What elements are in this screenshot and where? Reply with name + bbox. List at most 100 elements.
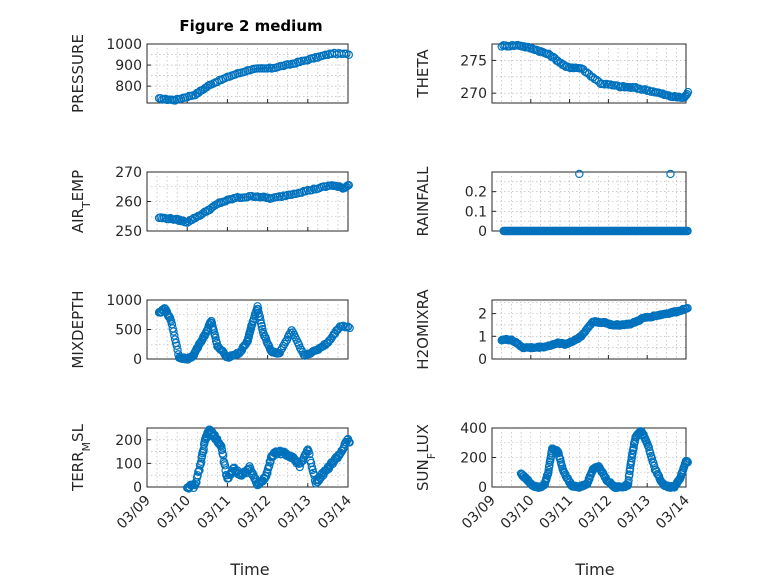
y-tick-label: 0 [133,352,142,368]
data-point [345,323,354,333]
data-point [170,96,180,105]
y-tick-label: 100 [115,456,142,472]
data-point [649,461,659,471]
x-tick-label: 03/12 [235,493,275,533]
y-tick-label: 1000 [106,293,142,309]
data-point [644,443,653,452]
series-markers [499,169,692,236]
data-point [544,468,553,478]
grid [492,172,686,231]
data-point [241,67,250,76]
data-point [683,304,692,313]
y-tick-label: 0.2 [465,185,487,201]
data-point [544,465,553,475]
x-tick-label: 03/09 [114,493,154,533]
data-point [182,93,192,102]
data-point [344,180,354,190]
data-point [305,450,314,459]
data-point [307,185,317,195]
y-tick-label: 260 [115,195,142,211]
data-point [197,457,206,466]
data-point [211,333,220,343]
data-point [195,466,204,475]
data-point [170,335,180,344]
series-markers [154,48,354,105]
y-tick-label: 0.1 [465,204,487,220]
data-point [624,476,633,485]
subplot-terr-msl: 0 100 200 03/09 03/10 03/11 03/12 03/13 03/14 TER… [69,423,355,532]
data-point [169,327,178,336]
y-axis-label: RAINFALL [414,166,432,237]
x-tick-label: 03/13 [275,493,315,533]
y-axis-label: TERRMSL [69,423,93,492]
x-axis-label-right: Time [574,560,614,579]
data-point [279,341,288,351]
data-point [265,461,274,470]
subplot-pressure: 800 900 1000 PRESSURE [69,34,354,113]
data-point [343,322,353,331]
data-point [339,49,349,58]
data-point [683,87,693,97]
x-tick-label: 03/09 [459,493,499,533]
data-point [281,337,290,346]
x-tick-label: 03/11 [194,493,234,533]
data-point [220,461,230,470]
data-point [683,226,692,236]
y-tick-label: 1000 [106,37,142,53]
data-point [217,445,227,455]
x-tick-label: 03/14 [653,492,693,532]
y-tick-label: 0 [478,224,487,240]
x-axis-label-left: Time [229,560,269,579]
y-axis-label: SUNFLUX [414,424,438,491]
data-point [618,82,628,91]
x-tick-label: 03/14 [315,492,355,532]
x-tick-label: 03/10 [498,493,538,533]
y-tick-label: 270 [460,86,487,102]
data-point [342,435,352,445]
subplot-h2omixra: 0 1 2 H2OMIXRA [414,289,692,370]
y-tick-label: 275 [460,53,487,69]
series-markers [497,40,693,102]
x-tick-label: 03/13 [614,493,654,533]
data-point [628,449,637,458]
series-markers [182,425,354,493]
y-tick-label: 1 [478,329,487,345]
subplot-rainfall: 0 0.1 0.2 RAINFALL [414,166,692,240]
y-tick-label: 200 [460,451,487,467]
data-point [256,316,265,325]
figure-title: Figure 2 medium [179,17,322,35]
y-tick-label: 2 [478,307,487,323]
data-point [277,192,286,202]
y-axis-label: THETA [414,49,432,99]
y-axis-label: H2OMIXRA [414,289,432,370]
y-tick-label: 270 [115,165,142,181]
x-tick-label: 03/10 [154,493,194,533]
subplot-air-temp: 250 260 270 AIRTEMP [69,165,354,240]
y-tick-label: 0 [478,480,487,496]
data-point [629,443,638,452]
y-axis-label: PRESSURE [69,34,87,113]
y-tick-label: 200 [115,433,142,449]
data-point [683,458,692,467]
subplot-theta: 270 275 THETA [414,40,693,104]
data-point [647,454,657,463]
data-point [301,187,310,196]
data-point [218,451,228,460]
grid [492,300,686,359]
data-point [575,169,584,179]
y-tick-label: 0 [478,352,487,368]
data-point [279,61,288,71]
y-tick-label: 900 [115,58,142,74]
data-point [193,471,202,480]
data-point [266,457,275,467]
data-point [172,341,181,350]
y-tick-label: 500 [115,323,142,339]
subplot-mixdepth: 0 500 1000 MIXDEPTH [69,290,354,369]
series-markers [154,302,354,364]
x-tick-label: 03/11 [537,493,577,533]
y-tick-label: 250 [115,224,142,240]
data-point [303,56,312,65]
